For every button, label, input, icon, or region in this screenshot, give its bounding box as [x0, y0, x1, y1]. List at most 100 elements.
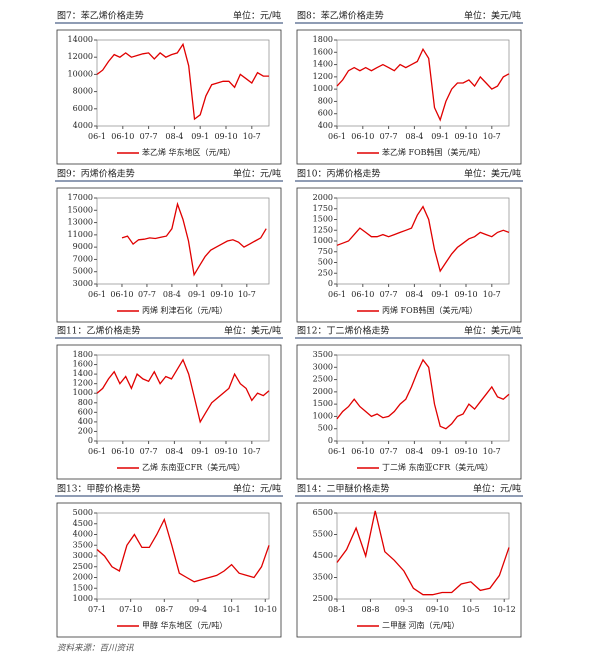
y-tick-label: 5000 [73, 267, 93, 276]
y-tick-label: 400 [78, 417, 93, 426]
y-tick-label: 1400 [313, 60, 333, 69]
x-tick-label: 06-10 [351, 447, 374, 456]
x-tick-label: 06-10 [111, 132, 134, 141]
x-tick-label: 08-8 [361, 605, 379, 614]
x-tick-label: 09-1 [191, 132, 209, 141]
y-tick-label: 250 [318, 268, 333, 277]
y-tick-label: 1000 [73, 594, 93, 603]
x-tick-label: 09-3 [395, 605, 413, 614]
x-tick-label: 10-12 [493, 605, 516, 614]
chart-frame [296, 29, 522, 165]
x-tick-label: 10-5 [462, 605, 480, 614]
y-tick-label: 600 [318, 109, 333, 118]
panel-title: 图9：丙烯价格走势 [57, 168, 135, 180]
price-line [96, 42, 269, 121]
source-note: 资料来源：百川资讯 [57, 643, 134, 654]
panel-title: 图7：苯乙烯价格走势 [57, 10, 144, 22]
plot-area [96, 197, 270, 285]
plot-area [96, 354, 270, 442]
x-tick-label: 09-1 [188, 290, 206, 299]
x-tick-label: 09-1 [191, 447, 209, 456]
x-tick-label: 09-1 [431, 132, 449, 141]
x-tick-label: 09-10 [454, 290, 477, 299]
panel-title: 图10：丙烯价格走势 [297, 168, 380, 180]
y-tick-label: 7000 [73, 254, 93, 263]
x-tick-label: 07-1 [88, 605, 106, 614]
y-tick-label: 750 [318, 247, 333, 256]
plot-area [336, 354, 510, 442]
y-tick-label: 9000 [73, 242, 93, 251]
y-tick-label: 4000 [73, 530, 93, 539]
price-line [336, 205, 510, 273]
price-line [96, 358, 270, 424]
panel-unit: 单位：元/吨 [233, 483, 281, 495]
x-tick-label: 09-1 [431, 290, 449, 299]
price-line [336, 47, 510, 122]
y-tick-label: 3500 [313, 350, 333, 359]
y-tick-label: 400 [318, 121, 333, 130]
legend-label: 丙烯 FOB韩国（美元/吨） [382, 305, 477, 315]
x-tick-label: 09-10 [210, 290, 233, 299]
y-tick-label: 17000 [68, 193, 93, 202]
y-tick-label: 14000 [68, 35, 93, 44]
y-tick-label: 500 [318, 424, 333, 433]
x-tick-label: 09-10 [214, 447, 237, 456]
x-tick-label: 08-4 [165, 132, 183, 141]
chart-frame [56, 344, 282, 480]
legend-label: 苯乙烯 华东地区（元/吨） [142, 147, 235, 157]
legend-label: 丙烯 利津石化（元/吨） [142, 305, 227, 315]
panel-unit: 单位：美元/吨 [224, 325, 281, 337]
y-tick-label: 3500 [73, 540, 93, 549]
x-tick-label: 06-10 [351, 290, 374, 299]
y-tick-label: 1750 [313, 204, 333, 213]
y-tick-label: 1800 [313, 35, 333, 44]
y-tick-label: 10000 [68, 69, 93, 78]
y-tick-label: 5000 [73, 508, 93, 517]
x-tick-label: 08-4 [165, 447, 183, 456]
y-tick-label: 3000 [73, 279, 93, 288]
y-tick-label: 1250 [313, 225, 333, 234]
x-tick-label: 07-7 [380, 290, 398, 299]
y-tick-label: 1000 [313, 411, 333, 420]
plot-area [96, 512, 270, 600]
panel-unit: 单位：元/吨 [473, 483, 521, 495]
x-tick-label: 06-10 [110, 290, 133, 299]
y-tick-label: 1500 [313, 215, 333, 224]
y-tick-label: 1600 [313, 47, 333, 56]
x-tick-label: 08-4 [405, 447, 423, 456]
y-tick-label: 1500 [73, 583, 93, 592]
chart-frame [56, 29, 282, 165]
y-tick-label: 800 [78, 398, 93, 407]
y-tick-label: 13000 [68, 218, 93, 227]
legend-label: 二甲醚 河南（元/吨） [382, 620, 459, 630]
x-tick-label: 09-10 [426, 605, 449, 614]
y-tick-label: 1500 [313, 399, 333, 408]
y-tick-label: 1400 [73, 369, 93, 378]
x-tick-label: 10-1 [223, 605, 241, 614]
x-tick-label: 06-10 [351, 132, 374, 141]
panel-title: 图11：乙烯价格走势 [57, 325, 140, 337]
x-tick-label: 07-7 [140, 132, 158, 141]
y-tick-label: 3000 [313, 362, 333, 371]
chart-frame [296, 502, 522, 638]
x-tick-label: 08-4 [163, 290, 181, 299]
x-tick-label: 06-1 [88, 290, 106, 299]
x-tick-label: 08-4 [405, 290, 423, 299]
panel-unit: 单位：元/吨 [233, 168, 281, 180]
x-tick-label: 10-7 [483, 290, 501, 299]
x-tick-label: 06-10 [111, 447, 134, 456]
y-tick-label: 6000 [73, 104, 93, 113]
plot-area [336, 197, 510, 285]
panel-unit: 单位：美元/吨 [464, 168, 521, 180]
x-tick-label: 09-10 [454, 132, 477, 141]
price-line [336, 510, 510, 596]
y-tick-label: 3500 [313, 573, 333, 582]
x-tick-label: 10-7 [483, 447, 501, 456]
y-tick-label: 0 [88, 436, 93, 445]
x-tick-label: 07-7 [380, 447, 398, 456]
x-tick-label: 07-7 [380, 132, 398, 141]
y-tick-label: 600 [78, 407, 93, 416]
y-tick-label: 800 [318, 96, 333, 105]
y-tick-label: 6500 [313, 508, 333, 517]
